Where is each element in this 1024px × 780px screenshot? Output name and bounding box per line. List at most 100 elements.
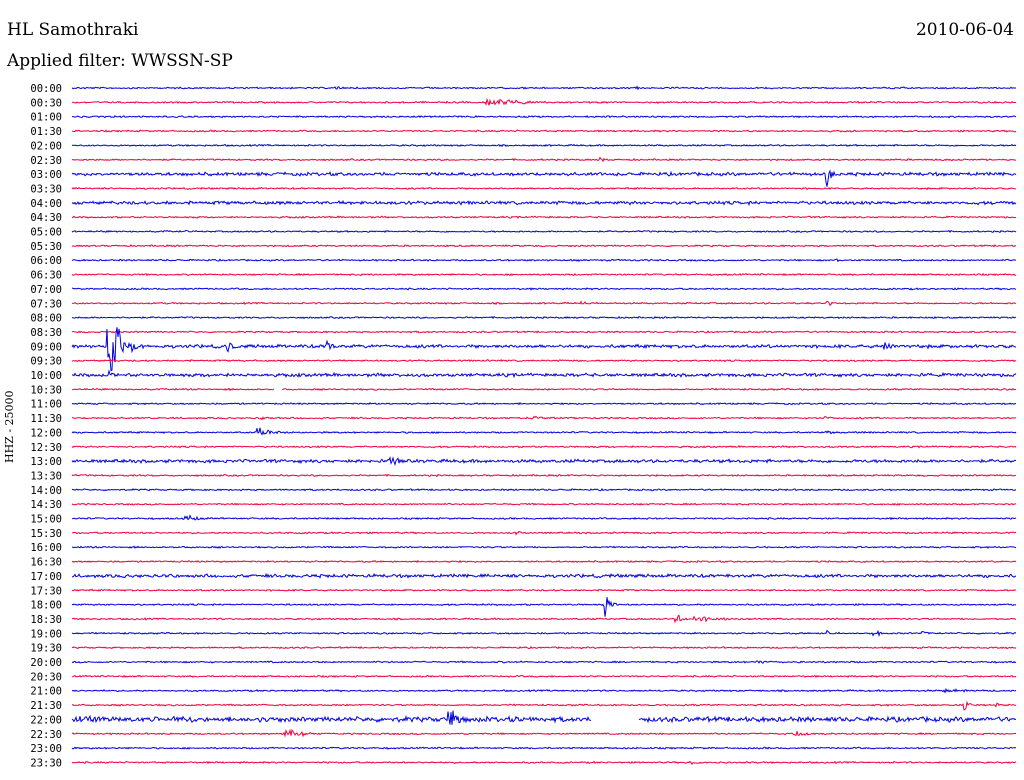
time-label-2230: 22:30	[30, 729, 62, 741]
trace-1330	[71, 473, 1017, 478]
time-label-1330: 13:30	[30, 470, 62, 482]
time-label-1930: 19:30	[30, 643, 62, 655]
trace-0900	[71, 327, 1017, 372]
time-label-0900: 09:00	[30, 341, 62, 353]
trace-1430	[71, 502, 1017, 506]
trace-1230	[71, 445, 1017, 449]
trace-2230	[71, 728, 1017, 738]
time-label-1000: 10:00	[30, 370, 62, 382]
trace-2100	[71, 687, 1017, 694]
time-label-0800: 08:00	[30, 313, 62, 325]
time-label-0430: 04:30	[30, 212, 62, 224]
trace-0030	[71, 97, 1016, 106]
time-label-1900: 19:00	[30, 628, 62, 640]
trace-0630	[71, 272, 1017, 277]
trace-0730	[72, 300, 1017, 306]
trace-1030	[71, 387, 1017, 392]
trace-2130	[71, 700, 1017, 711]
trace-0200	[71, 143, 1017, 148]
trace-1630	[71, 559, 1017, 564]
trace-1900	[71, 629, 1017, 638]
time-label-1630: 16:30	[30, 557, 62, 569]
time-label-2030: 20:30	[30, 671, 62, 683]
filter-label: Applied filter: WWSSN-SP	[7, 51, 233, 71]
time-label-1800: 18:00	[30, 600, 62, 612]
time-label-0000: 00:00	[30, 83, 62, 95]
time-label-1730: 17:30	[30, 585, 62, 597]
trace-0500	[71, 229, 1017, 234]
trace-0100	[71, 115, 1017, 119]
time-label-0500: 05:00	[30, 227, 62, 239]
trace-0930	[71, 359, 1017, 363]
time-label-0730: 07:30	[30, 298, 62, 310]
trace-1600	[72, 545, 1017, 549]
time-label-0200: 02:00	[30, 140, 62, 152]
time-label-1600: 16:00	[30, 542, 62, 554]
trace-1730	[71, 588, 1017, 593]
time-label-0530: 05:30	[30, 241, 62, 253]
time-label-1830: 18:30	[30, 614, 62, 626]
trace-1300	[71, 456, 1017, 466]
time-label-0100: 01:00	[30, 112, 62, 124]
trace-1830	[71, 614, 1017, 624]
trace-1530	[71, 530, 1017, 536]
trace-0300	[71, 169, 1017, 187]
time-label-0130: 01:30	[30, 126, 62, 138]
trace-0700	[71, 287, 1017, 291]
time-label-1530: 15:30	[30, 528, 62, 540]
trace-0600	[71, 258, 1016, 263]
time-label-0300: 03:00	[30, 169, 62, 181]
trace-0230	[71, 156, 1016, 163]
trace-0330	[71, 186, 1016, 191]
time-label-0700: 07:00	[30, 284, 62, 296]
time-label-1100: 11:00	[30, 399, 62, 411]
trace-1800	[71, 597, 1017, 617]
trace-1500	[71, 514, 1017, 521]
time-label-1200: 12:00	[30, 427, 62, 439]
time-label-1130: 11:30	[30, 413, 62, 425]
trace-2300	[71, 746, 1017, 750]
time-label-0030: 00:30	[30, 97, 62, 109]
trace-2000	[71, 660, 1017, 664]
trace-1000	[71, 369, 1017, 379]
time-label-2130: 21:30	[30, 700, 62, 712]
trace-1400	[71, 488, 1017, 492]
trace-1930	[71, 645, 1017, 650]
trace-1700	[71, 572, 1017, 579]
trace-0430	[71, 215, 1017, 219]
trace-1200	[71, 427, 1017, 436]
time-label-1300: 13:00	[30, 456, 62, 468]
time-label-0400: 04:00	[30, 198, 62, 210]
time-label-1230: 12:30	[30, 442, 62, 454]
time-label-1500: 15:00	[30, 514, 62, 526]
date-label: 2010-06-04	[915, 20, 1014, 40]
trace-0400	[71, 199, 1017, 206]
trace-2030	[71, 674, 1017, 678]
trace-2200	[71, 710, 1017, 725]
trace-0830	[71, 330, 1017, 334]
time-label-0230: 02:30	[30, 155, 62, 167]
time-label-1030: 10:30	[30, 384, 62, 396]
trace-0130	[71, 129, 1017, 133]
trace-0800	[71, 315, 1017, 320]
trace-0000	[71, 85, 1017, 91]
time-label-0830: 08:30	[30, 327, 62, 339]
time-label-2330: 23:30	[30, 757, 62, 769]
trace-0530	[71, 244, 1017, 248]
time-label-0600: 06:00	[30, 255, 62, 267]
trace-1130	[71, 415, 1017, 421]
time-label-2000: 20:00	[30, 657, 62, 669]
time-label-1700: 17:00	[30, 571, 62, 583]
time-label-2100: 21:00	[30, 686, 62, 698]
time-label-2300: 23:00	[30, 743, 62, 755]
time-label-0930: 09:30	[30, 356, 62, 368]
station-title: HL Samothraki	[7, 20, 139, 40]
time-label-0330: 03:30	[30, 183, 62, 195]
time-label-2200: 22:00	[30, 714, 62, 726]
time-label-1400: 14:00	[30, 485, 62, 497]
time-label-0630: 06:30	[30, 270, 62, 282]
time-label-1430: 14:30	[30, 499, 62, 511]
trace-1100	[71, 401, 1017, 406]
trace-2330	[71, 760, 1017, 766]
